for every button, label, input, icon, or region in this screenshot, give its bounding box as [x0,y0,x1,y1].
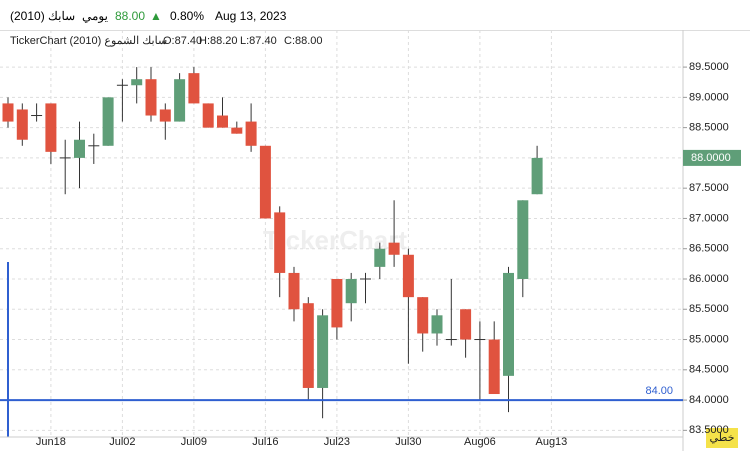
y-tick-label: 85.0000 [689,333,729,345]
candle-body [2,103,14,122]
up-arrow: ▲ [150,9,162,23]
candle-body [302,303,314,388]
candle-body [16,109,28,140]
candle-body [531,157,543,195]
x-tick-label: Aug13 [535,436,567,448]
candle-body [45,103,57,152]
y-tick-label: 85.5000 [689,303,729,315]
x-tick-label: Jun18 [36,436,66,448]
candle-body [460,309,472,340]
candle-body [331,278,343,328]
scale-mode-box[interactable] [706,428,738,448]
candle-body [374,248,386,267]
candle-body [517,200,529,279]
legend-high: H:88.20 [199,35,238,47]
y-tick-label: 89.5000 [689,61,729,73]
candle-body [417,297,429,334]
x-tick-label: Aug06 [464,436,496,448]
candle-body [488,339,500,395]
candle-body [288,272,300,310]
candle-body [388,242,400,255]
price-line-label: 84.00 [645,385,673,397]
x-tick-label: Jul30 [395,436,421,448]
candle-body [102,97,114,146]
y-tick-label: 87.0000 [689,212,729,224]
candle-body [202,103,214,128]
candle-body [431,315,443,334]
candle-body [231,127,243,134]
candle-body [188,73,200,104]
x-tick-label: Jul09 [181,436,207,448]
y-tick-label: 86.0000 [689,273,729,285]
candle-body [274,212,286,273]
x-tick-label: Jul23 [324,436,350,448]
y-tick-label: 86.5000 [689,243,729,255]
scale-mode[interactable]: خطي [710,432,735,444]
y-tick-label: 87.5000 [689,182,729,194]
candle-body [245,121,257,146]
y-tick-label: 84.5000 [689,364,729,376]
x-tick-label: Jul02 [109,436,135,448]
legend-low: L:87.40 [240,35,277,47]
candle-body [131,79,143,86]
candle-body [402,254,414,298]
candle-body [503,272,514,376]
last-price-box [683,149,741,166]
candle-body [345,278,357,304]
header-bar: سابك (2010) يومي 88.00 ▲ 0.80% Aug 13, 2… [0,0,750,31]
last-price-label: 88.0000 [691,152,731,164]
date: Aug 13, 2023 [215,9,287,23]
candle-body [159,109,171,122]
price: 88.00 [115,9,146,23]
y-tick-label: 83.5000 [689,424,729,436]
symbol[interactable]: سابك (2010) [10,9,76,23]
candle-body [174,79,186,122]
chart: TickerChart TickerChart سابك الشموع (201… [0,30,741,451]
change: 0.80% [170,9,205,23]
x-tick-label: Jul16 [252,436,278,448]
legend-name: TickerChart سابك الشموع (2010) [10,35,167,47]
candle-body [317,315,329,388]
candle-body [145,79,157,116]
legend-open: O:87.40 [163,35,202,47]
candle-body [259,145,271,219]
y-tick-label: 84.0000 [689,394,729,406]
period[interactable]: يومي [82,9,108,23]
y-tick-label: 88.5000 [689,122,729,134]
candle-body [217,115,228,128]
y-tick-label: 89.0000 [689,91,729,103]
legend-close: C:88.00 [284,35,323,47]
candle-body [74,139,85,158]
